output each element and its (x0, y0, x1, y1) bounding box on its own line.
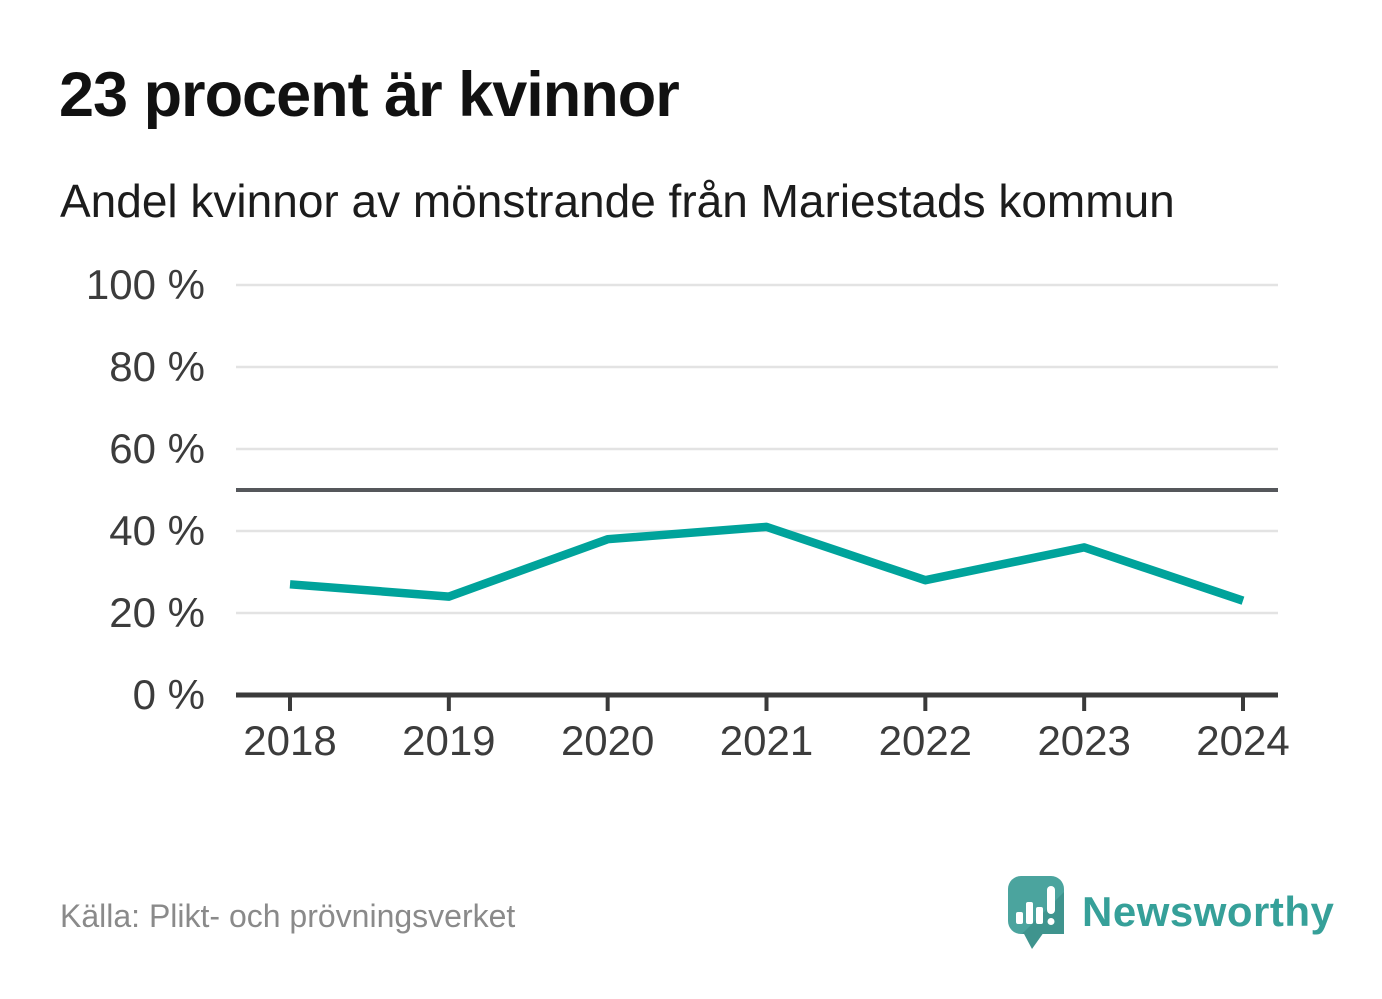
x-axis-tick-label: 2019 (402, 717, 496, 764)
x-axis-tick-label: 2024 (1196, 717, 1290, 764)
y-axis-tick-label: 100 % (85, 261, 205, 308)
y-axis-tick-label: 0 % (132, 671, 205, 718)
y-axis-tick-label: 60 % (109, 425, 205, 472)
x-axis-tick-label: 2023 (1037, 717, 1131, 764)
chart-title: 23 procent är kvinnor (59, 60, 680, 130)
chart-subtitle: Andel kvinnor av mönstrande från Mariest… (60, 175, 1175, 227)
y-axis-tick-label: 20 % (109, 589, 205, 636)
newsworthy-logo-icon (1008, 876, 1064, 949)
x-axis-tick-label: 2022 (878, 717, 973, 764)
brand-logo: Newsworthy (1008, 876, 1334, 950)
data-line-series (289, 522, 1245, 605)
y-axis-tick-label: 80 % (109, 343, 205, 390)
brand-name: Newsworthy (1082, 888, 1335, 935)
source-note: Källa: Plikt- och prövningsverket (60, 898, 516, 934)
y-axis-tick-label: 40 % (109, 507, 205, 554)
x-axis-tick-label: 2021 (719, 717, 814, 764)
x-axis-tick-label: 2020 (560, 717, 655, 764)
x-axis-tick-label: 2018 (243, 717, 337, 764)
